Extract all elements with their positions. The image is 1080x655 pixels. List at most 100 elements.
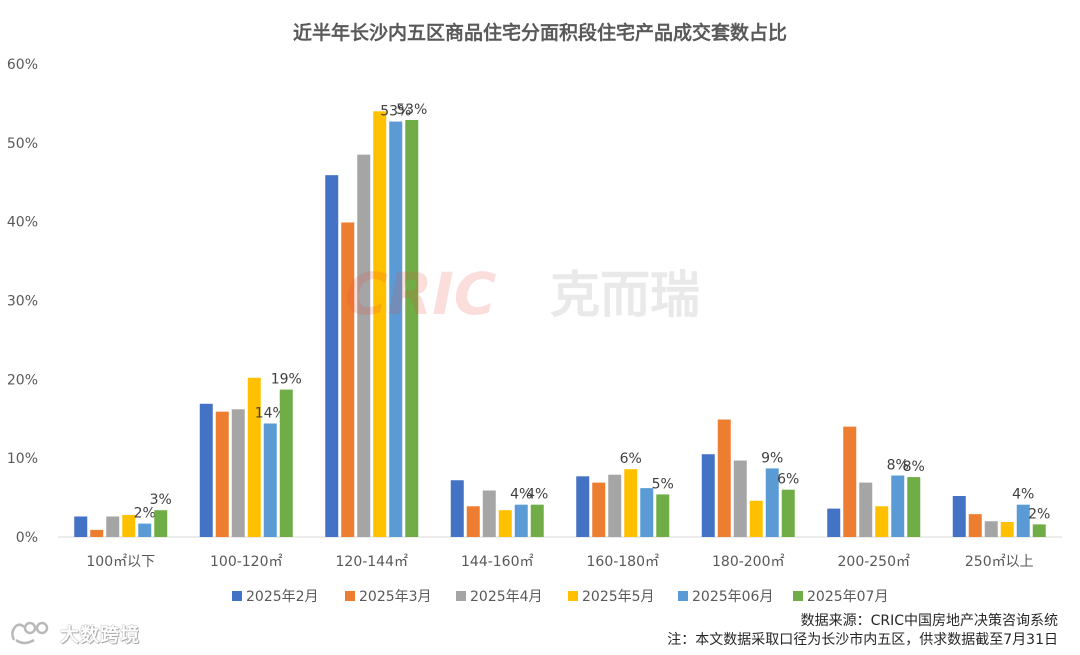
x-tick-label: 160-180㎡ xyxy=(587,554,660,570)
data-label: 8% xyxy=(903,459,925,475)
data-source: 数据来源：CRIC中国房地产决策咨询系统 xyxy=(800,613,1058,629)
data-label: 4% xyxy=(526,487,548,503)
bar xyxy=(215,411,229,537)
bar xyxy=(341,222,355,537)
bar xyxy=(498,510,512,537)
bar xyxy=(154,510,168,537)
x-tick-label: 144-160㎡ xyxy=(461,554,534,570)
legend-label: 2025年4月 xyxy=(470,589,543,605)
bar xyxy=(984,521,998,537)
bar xyxy=(122,514,136,537)
bar xyxy=(357,154,371,538)
dashukuajing-logo: 大数跨境 xyxy=(8,618,140,648)
legend-swatch xyxy=(568,591,578,601)
x-tick-label: 100㎡以下 xyxy=(86,554,155,570)
bar xyxy=(74,516,88,537)
bar xyxy=(640,488,654,537)
bar xyxy=(106,516,120,537)
y-tick-label: 30% xyxy=(7,294,38,310)
legend-label: 2025年2月 xyxy=(246,589,319,605)
bar xyxy=(325,175,339,537)
bar xyxy=(624,469,638,537)
data-label: 4% xyxy=(1012,487,1034,503)
data-label: 5% xyxy=(652,476,674,492)
legend-swatch xyxy=(345,591,355,601)
data-label: 2% xyxy=(134,506,156,522)
data-label: 19% xyxy=(271,372,302,388)
bar xyxy=(843,426,857,537)
x-tick-label: 200-250㎡ xyxy=(838,554,911,570)
data-label: 3% xyxy=(150,492,172,508)
cric-watermark: CRIC 克而瑞 xyxy=(345,262,700,324)
data-note: 注：本文数据采取口径为长沙市内五区，供求数据截至7月31日 xyxy=(667,632,1058,648)
data-label: 6% xyxy=(777,472,799,488)
bar xyxy=(608,474,622,537)
bar xyxy=(859,482,873,537)
y-tick-label: 20% xyxy=(7,372,38,388)
bar xyxy=(592,482,606,537)
y-tick-label: 0% xyxy=(16,530,38,546)
x-tick-label: 120-144㎡ xyxy=(336,554,409,570)
bar xyxy=(450,480,464,537)
data-label: 4% xyxy=(510,487,532,503)
bar xyxy=(781,489,795,537)
svg-text:克而瑞: 克而瑞 xyxy=(550,266,700,324)
bar xyxy=(907,477,921,537)
x-tick-label: 180-200㎡ xyxy=(712,554,785,570)
bar xyxy=(968,514,982,537)
bar xyxy=(90,529,104,537)
bar xyxy=(1016,504,1030,537)
bar xyxy=(1000,522,1014,537)
bar xyxy=(514,504,528,537)
bar xyxy=(247,377,261,537)
bar xyxy=(199,403,213,537)
logo-text: 大数跨境 xyxy=(60,623,141,646)
svg-text:CRIC: CRIC xyxy=(345,262,496,324)
data-label: 53% xyxy=(380,104,411,120)
data-label: 9% xyxy=(761,450,783,466)
bar xyxy=(656,494,670,537)
bar xyxy=(576,476,590,537)
bar xyxy=(279,389,293,537)
data-label: 14% xyxy=(255,405,286,421)
legend-swatch xyxy=(232,591,242,601)
bar xyxy=(482,490,496,537)
chart-title: 近半年长沙内五区商品住宅分面积段住宅产品成交套数占比 xyxy=(292,22,787,44)
bar xyxy=(952,496,966,537)
y-tick-label: 50% xyxy=(7,136,38,152)
bar xyxy=(827,508,841,537)
legend-swatch xyxy=(793,591,803,601)
legend-swatch xyxy=(678,591,688,601)
logo-mark-icon xyxy=(11,621,49,645)
bar xyxy=(749,500,763,537)
bar xyxy=(875,506,889,537)
bar xyxy=(466,506,480,537)
data-label: 53% xyxy=(396,102,427,118)
data-label: 2% xyxy=(1028,506,1050,522)
y-tick-label: 40% xyxy=(7,215,38,231)
data-label: 6% xyxy=(620,451,642,467)
legend-label: 2025年5月 xyxy=(582,589,655,605)
legend-label: 2025年07月 xyxy=(807,589,888,605)
bar xyxy=(717,419,731,537)
x-tick-label: 100-120㎡ xyxy=(210,554,283,570)
x-tick-label: 250㎡以上 xyxy=(965,554,1034,570)
bar xyxy=(138,523,152,537)
bar xyxy=(891,475,905,537)
bar xyxy=(765,468,779,537)
bar xyxy=(263,423,277,537)
bar xyxy=(701,454,715,537)
bar xyxy=(389,121,403,537)
legend-swatch xyxy=(456,591,466,601)
legend-label: 2025年3月 xyxy=(359,589,432,605)
bar xyxy=(530,504,544,537)
bar xyxy=(373,111,387,538)
y-tick-label: 60% xyxy=(7,57,38,73)
bar xyxy=(1032,524,1046,537)
legend-label: 2025年06月 xyxy=(692,589,773,605)
bar xyxy=(231,409,245,537)
y-tick-label: 10% xyxy=(7,451,38,467)
bar xyxy=(733,460,747,537)
bar xyxy=(405,119,419,537)
